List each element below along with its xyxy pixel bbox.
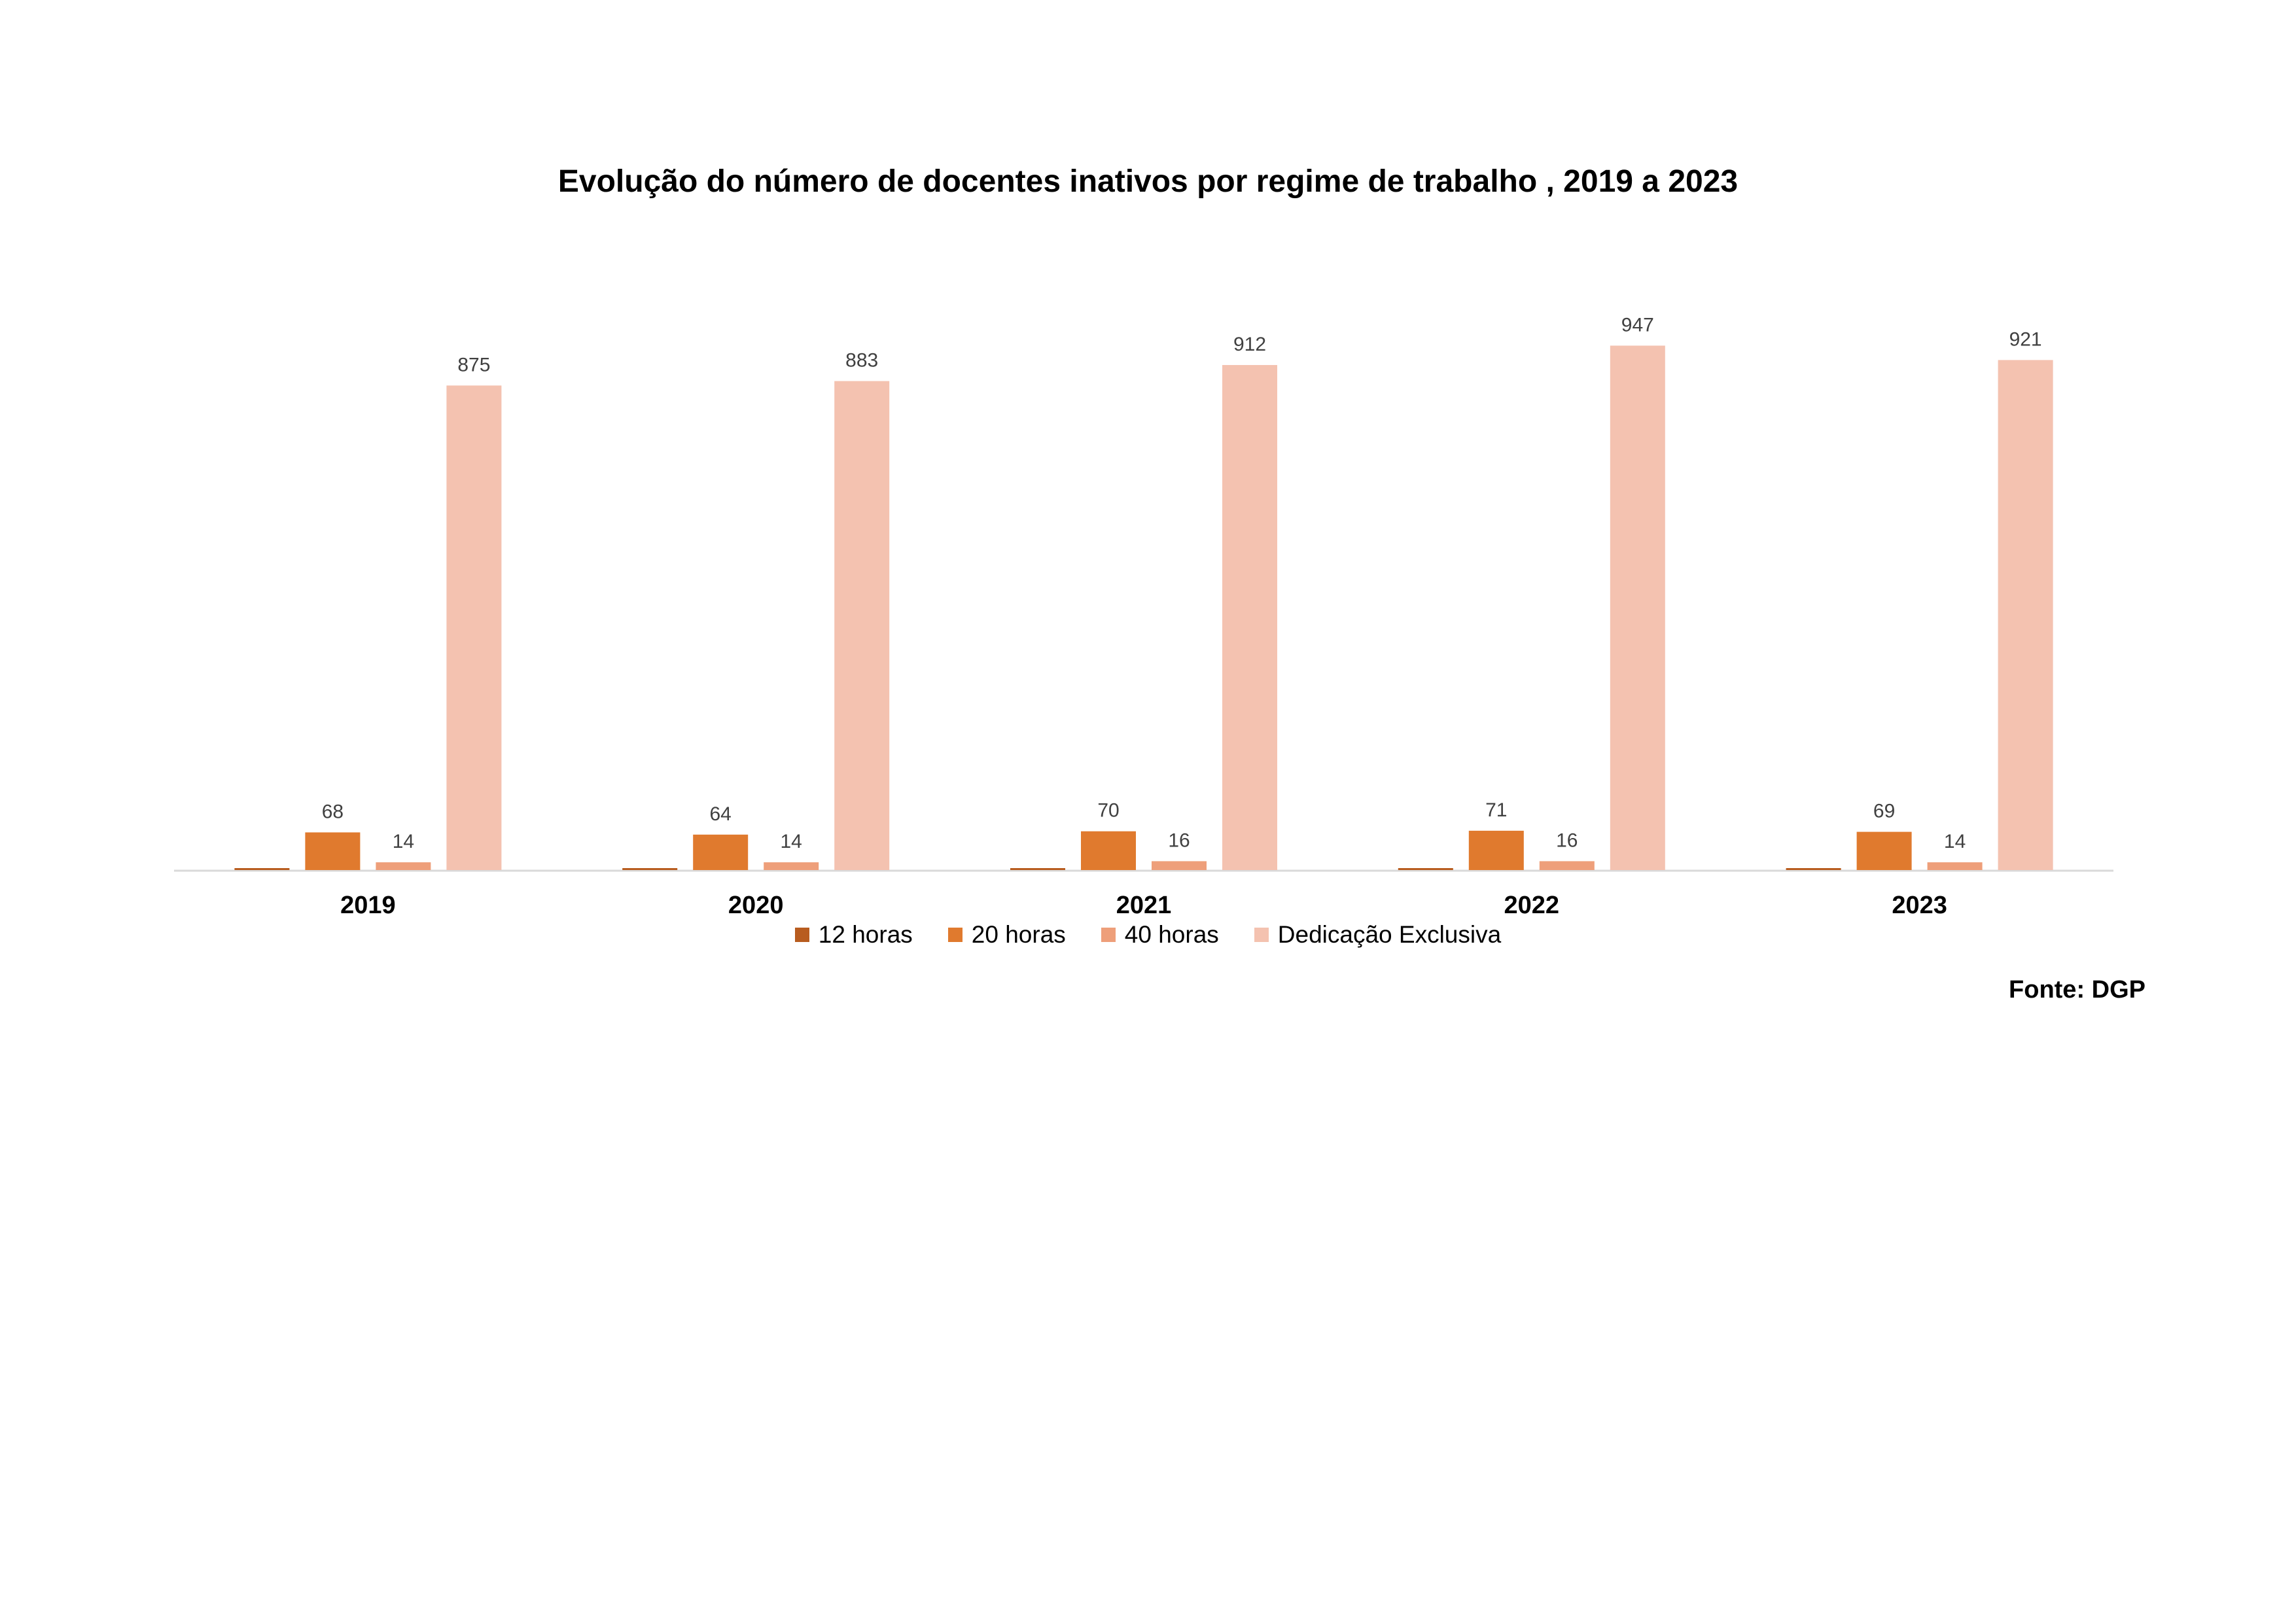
x-tick-label-2020: 2020 — [728, 892, 784, 919]
legend-item-12-horas: 12 horas — [794, 921, 913, 949]
source-note: Fonte: DGP — [2009, 976, 2146, 1003]
legend-label-20-horas: 20 horas — [971, 921, 1066, 948]
bar-40-horas-2021 — [1152, 861, 1207, 870]
data-label-20-horas-2019: 68 — [322, 801, 344, 822]
data-label-40-horas-2023: 14 — [1944, 831, 1966, 852]
data-label-40-horas-2021: 16 — [1168, 829, 1190, 851]
data-label-dedica-o-exclusiva-2023: 921 — [2009, 328, 2042, 350]
data-label-dedica-o-exclusiva-2019: 875 — [457, 354, 490, 375]
legend-item-20-horas: 20 horas — [947, 921, 1066, 949]
bar-12-horas-2022 — [1398, 868, 1453, 870]
legend-label-40-horas: 40 horas — [1124, 921, 1219, 948]
bar-12-horas-2020 — [622, 868, 678, 870]
bar-20-horas-2022 — [1468, 830, 1524, 870]
x-tick-label-2022: 2022 — [1504, 892, 1560, 919]
bar-20-horas-2023 — [1856, 831, 1912, 870]
x-tick-label-2023: 2023 — [1892, 892, 1947, 919]
data-label-dedica-o-exclusiva-2022: 947 — [1621, 314, 1654, 336]
bar-40-horas-2022 — [1539, 861, 1595, 870]
x-tick-label-2019: 2019 — [340, 892, 396, 919]
data-label-dedica-o-exclusiva-2020: 883 — [845, 350, 878, 372]
bar-dedica-o-exclusiva-2023 — [1998, 360, 2053, 870]
bar-dedica-o-exclusiva-2020 — [834, 381, 890, 870]
legend-label-dedica-o-exclusiva: Dedicação Exclusiva — [1277, 921, 1502, 948]
legend-item-dedica-o-exclusiva: Dedicação Exclusiva — [1254, 921, 1501, 949]
chart-title: Evolução do número de docentes inativos … — [557, 164, 1739, 199]
bar-12-horas-2019 — [234, 868, 290, 870]
bar-20-horas-2020 — [693, 834, 749, 870]
bar-dedica-o-exclusiva-2021 — [1222, 364, 1277, 870]
data-label-dedica-o-exclusiva-2021: 912 — [1233, 334, 1266, 355]
data-label-20-horas-2020: 64 — [710, 803, 732, 825]
data-label-20-horas-2021: 70 — [1097, 800, 1119, 822]
chart-plot: 68 14 875 2019 64 14 883 2020 70 16 912 2021 71 16 947… — [174, 314, 2113, 919]
legend-label-12-horas: 12 horas — [818, 921, 913, 948]
bar-40-horas-2020 — [764, 862, 819, 870]
chart-legend: 12 horas 20 horas 40 horas Dedicação Exclus… — [0, 921, 2296, 949]
bar-20-horas-2019 — [305, 832, 361, 870]
data-label-40-horas-2020: 14 — [781, 831, 802, 852]
data-label-20-horas-2023: 69 — [1873, 801, 1895, 822]
data-label-20-horas-2022: 71 — [1485, 799, 1507, 821]
data-label-40-horas-2022: 16 — [1556, 829, 1578, 851]
legend-swatch-12-horas — [794, 928, 809, 942]
bar-12-horas-2021 — [1010, 868, 1065, 870]
bar-dedica-o-exclusiva-2019 — [446, 385, 502, 870]
bar-dedica-o-exclusiva-2022 — [1610, 345, 1665, 870]
legend-item-40-horas: 40 horas — [1101, 921, 1219, 949]
bar-40-horas-2023 — [1927, 862, 1983, 870]
legend-swatch-dedica-o-exclusiva — [1254, 928, 1269, 942]
bar-12-horas-2023 — [1786, 868, 1841, 870]
legend-swatch-40-horas — [1101, 928, 1116, 942]
legend-swatch-20-horas — [947, 928, 963, 942]
bar-40-horas-2019 — [376, 862, 431, 870]
data-label-40-horas-2019: 14 — [393, 831, 414, 852]
bar-20-horas-2021 — [1081, 831, 1136, 870]
x-tick-label-2021: 2021 — [1116, 892, 1172, 919]
